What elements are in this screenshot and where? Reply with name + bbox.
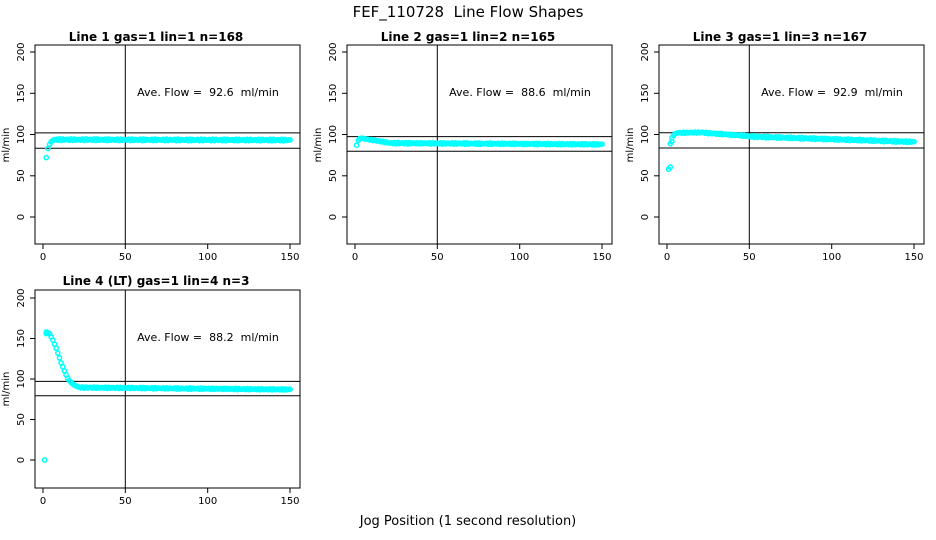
panel-line-3-title: Line 3 gas=1 lin=3 n=167 — [692, 30, 868, 44]
panel-row-top: Line 1 gas=1 lin=1 n=168 0 50 100 150 0 50 100… — [0, 30, 936, 270]
svg-text:0: 0 — [664, 252, 670, 263]
reference-lines — [35, 45, 300, 244]
svg-text:150: 150 — [640, 84, 651, 103]
svg-text:150: 150 — [904, 252, 923, 263]
svg-text:150: 150 — [16, 84, 27, 103]
panel-line-2-title: Line 2 gas=1 lin=2 n=165 — [380, 30, 556, 44]
svg-text:100: 100 — [328, 125, 339, 144]
svg-text:0: 0 — [640, 214, 651, 220]
svg-text:0: 0 — [40, 252, 46, 263]
plot-box — [658, 44, 925, 245]
svg-text:150: 150 — [280, 496, 299, 507]
svg-text:0: 0 — [16, 457, 27, 463]
svg-text:0: 0 — [328, 214, 339, 220]
svg-text:50: 50 — [640, 169, 651, 182]
svg-text:50: 50 — [743, 252, 756, 263]
panel-row-bottom: Line 4 (LT) gas=1 lin=4 n=3 0 50 100 150 0 50… — [0, 270, 312, 520]
panel-line-1: Line 1 gas=1 lin=1 n=168 0 50 100 150 0 50 100… — [0, 30, 312, 270]
panel-line-4: Line 4 (LT) gas=1 lin=4 n=3 0 50 100 150 0 50… — [0, 270, 312, 520]
scatter-plot-line-4: 0 50 100 150 0 50 100 150 200 ml/min — [1, 288, 301, 507]
y-axis-label: ml/min — [625, 128, 636, 163]
plot-box — [346, 44, 613, 245]
plot-box — [34, 44, 301, 245]
svg-text:0: 0 — [40, 496, 46, 507]
y-axis-ticks: 0 50 100 150 200 — [16, 42, 35, 220]
figure-title: FEF_110728 Line Flow Shapes — [352, 3, 584, 21]
panel-line-1-ave-flow-annotation: Ave. Flow = 92.6 ml/min — [137, 86, 279, 99]
svg-text:100: 100 — [198, 496, 217, 507]
scatter-plot-line-2: 0 50 100 150 0 50 100 150 200 ml/min — [313, 42, 613, 263]
svg-text:0: 0 — [16, 214, 27, 220]
svg-text:150: 150 — [328, 84, 339, 103]
y-axis-ticks: 0 50 100 150 200 — [640, 42, 659, 220]
svg-text:200: 200 — [16, 42, 27, 61]
y-axis-ticks: 0 50 100 150 200 — [328, 42, 347, 220]
panel-line-3-ave-flow-annotation: Ave. Flow = 92.9 ml/min — [761, 86, 903, 99]
panel-line-4-title: Line 4 (LT) gas=1 lin=4 n=3 — [62, 274, 250, 288]
y-axis-label: ml/min — [1, 372, 12, 407]
data-points — [665, 129, 917, 173]
svg-text:100: 100 — [16, 369, 27, 388]
x-axis-ticks: 0 50 100 150 — [40, 244, 300, 263]
panel-line-1-title: Line 1 gas=1 lin=1 n=168 — [68, 30, 244, 44]
x-axis-ticks: 0 50 100 150 — [352, 244, 612, 263]
svg-text:200: 200 — [328, 42, 339, 61]
svg-text:100: 100 — [16, 125, 27, 144]
svg-text:50: 50 — [119, 496, 132, 507]
data-points — [41, 329, 293, 463]
svg-text:50: 50 — [16, 169, 27, 182]
svg-text:100: 100 — [640, 125, 651, 144]
x-axis-ticks: 0 50 100 150 — [40, 488, 300, 507]
svg-text:100: 100 — [198, 252, 217, 263]
data-points — [43, 136, 293, 161]
plot-box — [34, 289, 301, 489]
y-axis-label: ml/min — [1, 128, 12, 163]
y-axis-label: ml/min — [313, 128, 324, 163]
svg-text:50: 50 — [119, 252, 132, 263]
svg-text:100: 100 — [510, 252, 529, 263]
panel-line-2-ave-flow-annotation: Ave. Flow = 88.6 ml/min — [449, 86, 591, 99]
svg-text:0: 0 — [352, 252, 358, 263]
svg-text:50: 50 — [431, 252, 444, 263]
svg-text:150: 150 — [592, 252, 611, 263]
svg-text:150: 150 — [280, 252, 299, 263]
panel-line-4-ave-flow-annotation: Ave. Flow = 88.2 ml/min — [137, 331, 279, 344]
svg-text:50: 50 — [328, 169, 339, 182]
scatter-plot-line-1: 0 50 100 150 0 50 100 150 200 ml/min — [1, 42, 301, 263]
panel-line-2: Line 2 gas=1 lin=2 n=165 0 50 100 150 0 50 100… — [312, 30, 624, 270]
panel-line-3: Line 3 gas=1 lin=3 n=167 0 50 100 150 0 50 100… — [624, 30, 936, 270]
x-axis-ticks: 0 50 100 150 — [664, 244, 924, 263]
scatter-plot-line-3: 0 50 100 150 0 50 100 150 200 ml/min — [625, 42, 925, 263]
y-axis-ticks: 0 50 100 150 200 — [16, 288, 35, 463]
svg-text:50: 50 — [16, 413, 27, 426]
svg-text:100: 100 — [822, 252, 841, 263]
data-points — [353, 135, 605, 149]
x-axis-label: Jog Position (1 second resolution) — [359, 514, 577, 529]
svg-text:200: 200 — [16, 288, 27, 307]
svg-text:150: 150 — [16, 329, 27, 348]
svg-text:200: 200 — [640, 42, 651, 61]
